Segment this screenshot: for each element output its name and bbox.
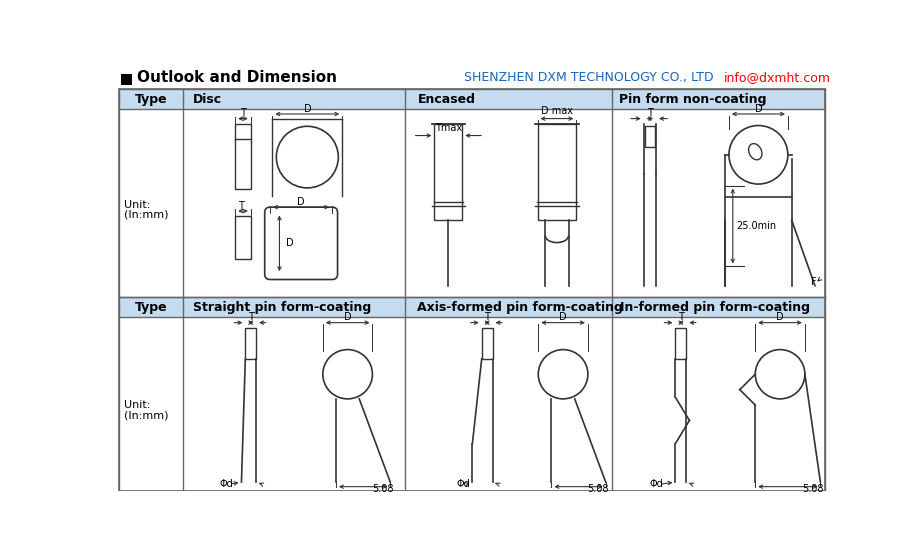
Bar [119,109,825,297]
Text: Outlook and Dimension: Outlook and Dimension [137,70,337,86]
Bar [119,317,825,491]
Text: T: T [248,312,253,322]
Text: 5.08: 5.08 [802,484,823,494]
Circle shape [323,349,372,399]
Circle shape [729,125,787,184]
Text: D: D [304,104,311,114]
Text: D: D [286,238,293,248]
Text: T: T [647,108,653,118]
Text: Type: Type [134,301,167,314]
Text: Axis-formed pin form-coating: Axis-formed pin form-coating [417,301,624,314]
Bar [482,328,493,359]
FancyBboxPatch shape [264,207,338,279]
Text: In-formed pin form-coating: In-formed pin form-coating [621,301,810,314]
Text: Φd: Φd [220,479,234,490]
Text: D max: D max [541,106,573,116]
Text: Pin form non-coating: Pin form non-coating [619,93,766,106]
Circle shape [276,126,338,188]
Bar [675,328,686,359]
Bar [235,216,251,259]
Text: Unit:: Unit: [124,400,151,410]
Bar [646,125,655,147]
Text: D: D [344,312,352,322]
Text: (In:mm): (In:mm) [124,210,169,220]
Text: Tmax: Tmax [435,123,462,133]
Bar [245,328,256,359]
Text: Φd: Φd [650,479,664,490]
Bar [235,124,251,189]
Text: info@dxmht.com: info@dxmht.com [724,71,831,84]
Text: T: T [240,108,246,118]
Text: SHENZHEN DXM TECHNOLOGY CO., LTD: SHENZHEN DXM TECHNOLOGY CO., LTD [464,71,714,84]
Bar [435,124,462,220]
Text: D: D [559,312,567,322]
Text: T: T [484,312,490,322]
Text: (In:mm): (In:mm) [124,410,169,420]
Text: Straight pin form-coating: Straight pin form-coating [192,301,371,314]
Text: 25.0min: 25.0min [736,221,776,231]
Circle shape [755,349,805,399]
Text: T: T [678,312,683,322]
Bar [122,74,133,84]
Text: Φd: Φd [456,479,470,490]
Text: D: D [297,197,305,207]
Text: D: D [754,104,763,114]
Bar [119,297,825,317]
Text: 5.08: 5.08 [372,484,393,494]
Text: Encased: Encased [417,93,475,106]
Text: Unit:: Unit: [124,200,151,210]
Text: T: T [239,200,244,211]
Text: Disc: Disc [192,93,222,106]
Text: F: F [811,277,817,287]
Bar [538,124,577,220]
Text: Type: Type [134,93,167,106]
Text: D: D [776,312,784,322]
Text: 5.08: 5.08 [588,484,609,494]
Bar [119,89,825,109]
Circle shape [538,349,588,399]
